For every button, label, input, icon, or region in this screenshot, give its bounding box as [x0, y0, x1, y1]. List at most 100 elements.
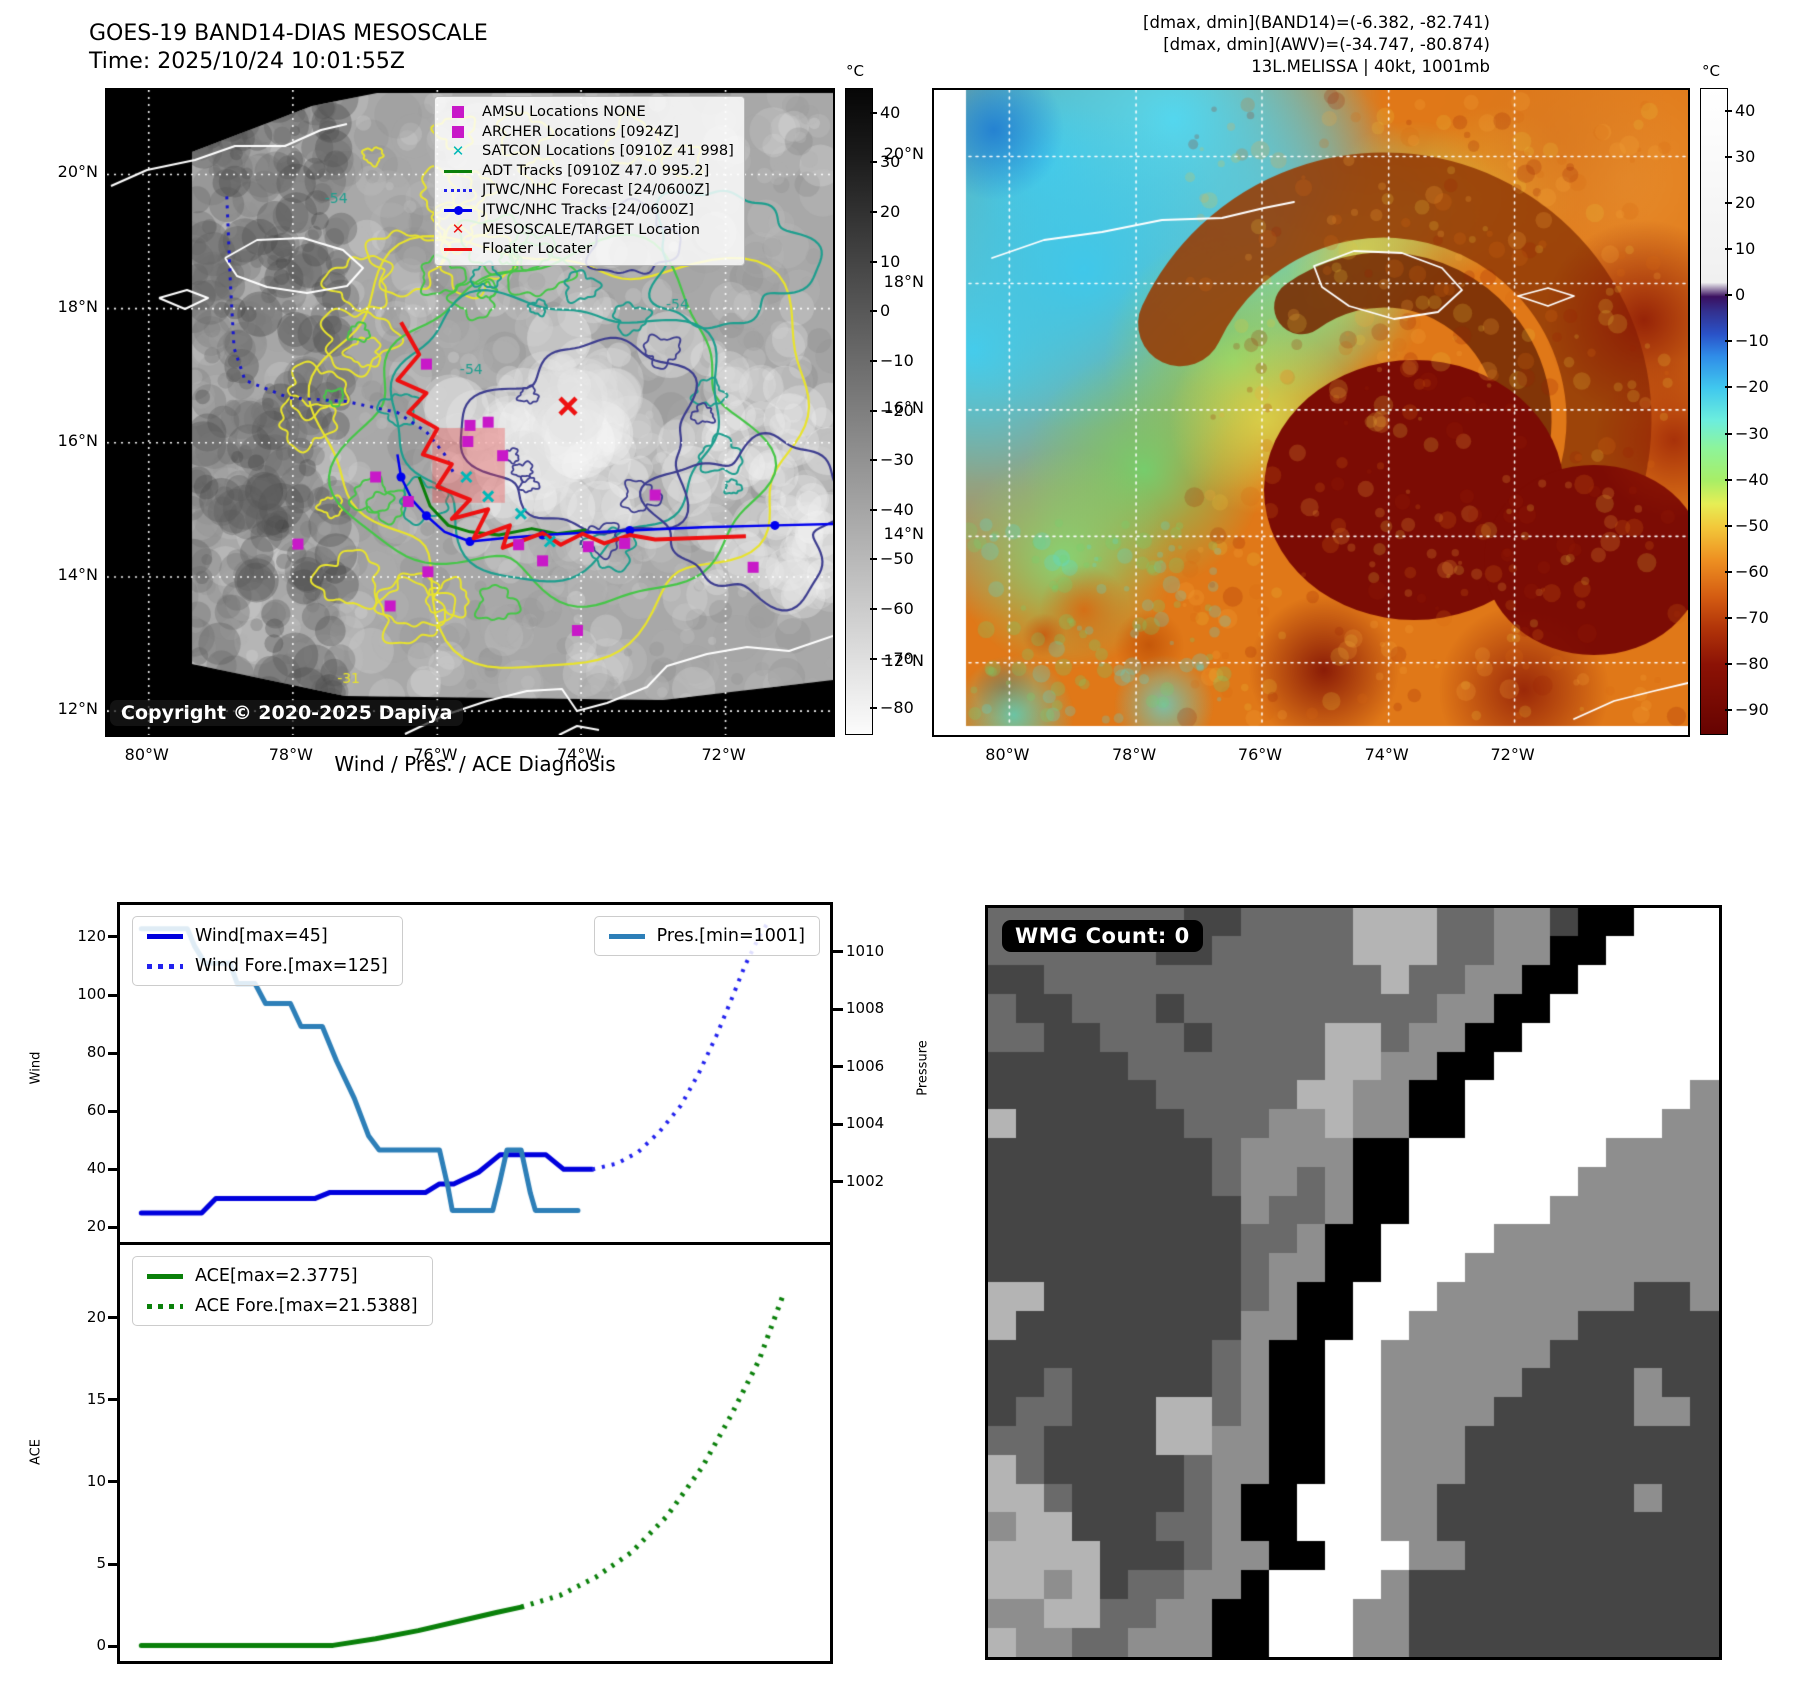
wmg-panel: WMG Count: 0 [985, 905, 1722, 1660]
colorbar-tick-label: −60 [1735, 561, 1769, 581]
legend-label: Wind[max=45] [195, 926, 328, 946]
axis-tickmark [1725, 340, 1732, 343]
colorbar-tick-label: −60 [880, 598, 914, 618]
lon-label: 74°W [1364, 745, 1409, 764]
chart-title: Wind / Pres. / ACE Diagnosis [334, 752, 616, 776]
axis-tickmark [870, 111, 877, 114]
map-legend: AMSU Locations NONE ARCHER Locations [092… [434, 96, 745, 266]
axis-tickmark [1725, 570, 1732, 573]
wind-tick-label: 40 [86, 1159, 106, 1178]
solid-line-swatch-icon [608, 933, 645, 939]
colorbar-tick-label: −30 [880, 450, 914, 470]
x-swatch-icon: ✕ [451, 141, 465, 160]
axis-tickmark [1725, 478, 1732, 481]
legend-item: ADT Tracks [0910Z 47.0 995.2] [443, 161, 734, 180]
line-dot-swatch-icon [443, 205, 473, 215]
axis-tickmark [870, 657, 877, 660]
colorbar-tick-label: −10 [880, 350, 914, 370]
legend-label: Wind Fore.[max=125] [195, 956, 388, 976]
legend-item: ARCHER Locations [0924Z] [443, 122, 734, 141]
axis-tickmark [870, 558, 877, 561]
colorbar-tick-label: −20 [1735, 377, 1769, 397]
dotted-line-swatch-icon [147, 1303, 183, 1309]
pressure-axis-label: Pressure [915, 1040, 931, 1096]
axis-tickmark [1725, 616, 1732, 619]
lon-label: 76°W [413, 745, 458, 764]
legend-item: AMSU Locations NONE [443, 103, 734, 121]
lat-label: 20°N [57, 162, 98, 182]
colorbar-tick-label: −50 [880, 549, 914, 569]
legend-item: JTWC/NHC Forecast [24/0600Z] [443, 182, 734, 199]
axis-tickmark [870, 409, 877, 412]
axis-tickmark [833, 1122, 843, 1126]
ace-axis-label: ACE [28, 1439, 44, 1465]
solid-line-swatch-icon [147, 1273, 183, 1279]
ace-tick-label: 5 [96, 1554, 106, 1573]
colorbar-tick-label: −40 [880, 499, 914, 519]
colorbar-tick-label: 30 [880, 152, 901, 172]
lat-label: 18°N [57, 296, 98, 316]
dotted-line-swatch-icon [147, 963, 183, 969]
storm-status: 13L.MELISSA | 40kt, 1001mb [1251, 57, 1490, 76]
square-swatch-icon [443, 106, 473, 119]
axis-tickmark [870, 707, 877, 710]
axis-tickmark [108, 1051, 118, 1055]
lat-label: 12°N [883, 650, 924, 670]
colorbar-tick-label: −30 [1735, 423, 1769, 443]
colorbar-tick-label: −80 [880, 698, 914, 718]
axis-tickmark [108, 1644, 118, 1648]
left-map-header: GOES-19 BAND14-DIAS MESOSCALE Time: 2025… [89, 20, 488, 76]
axis-tickmark [1725, 524, 1732, 527]
colorbar-tick-label: 20 [1735, 193, 1756, 213]
axis-tickmark [108, 1316, 118, 1320]
awv-colorbar [1700, 88, 1728, 735]
colorbar-tick-label: −90 [1735, 699, 1769, 719]
ir-colorbar-unit: °C [846, 62, 864, 80]
ace-tick-label: 10 [86, 1471, 106, 1490]
solid-line-swatch-icon [147, 933, 183, 939]
pressure-tick-label: 1004 [846, 1114, 885, 1133]
legend-item: Floater Locater [443, 241, 734, 258]
legend-item: Wind[max=45] [147, 926, 388, 946]
axis-tickmark [1725, 294, 1732, 297]
legend-label: ACE Fore.[max=21.5388] [195, 1296, 418, 1316]
legend-item: JTWC/NHC Tracks [24/0600Z] [443, 201, 734, 219]
legend-label: SATCON Locations [0910Z 41 998] [482, 142, 734, 160]
axis-tickmark [1725, 202, 1732, 205]
lat-label: 14°N [57, 564, 98, 584]
dmax-dmin-band14: [dmax, dmin](BAND14)=(-6.382, -82.741) [1143, 13, 1490, 32]
ace-tick-label: 0 [96, 1636, 106, 1655]
chart-divider [120, 1242, 830, 1245]
dmax-dmin-awv: [dmax, dmin](AWV)=(-34.747, -80.874) [1163, 35, 1490, 54]
awv-satellite-canvas [934, 90, 1688, 735]
wind-tick-label: 60 [86, 1101, 106, 1120]
legend-label: JTWC/NHC Forecast [24/0600Z] [482, 181, 710, 199]
colorbar-tick-label: −40 [1735, 469, 1769, 489]
legend-label: Floater Locater [482, 240, 593, 258]
pressure-legend: Pres.[min=1001] [593, 916, 820, 956]
colorbar-tick-label: −70 [1735, 607, 1769, 627]
pressure-tick-label: 1010 [846, 941, 885, 960]
lon-label: 72°W [1490, 745, 1535, 764]
axis-tickmark [870, 508, 877, 511]
axis-tickmark [108, 1398, 118, 1402]
legend-item: Wind Fore.[max=125] [147, 956, 388, 976]
left-map-timestamp: Time: 2025/10/24 10:01:55Z [89, 49, 405, 74]
axis-tickmark [833, 1065, 843, 1069]
colorbar-tick-label: 0 [1735, 285, 1746, 305]
axis-tickmark [1725, 110, 1732, 113]
lon-label: 74°W [556, 745, 602, 764]
wmg-count-badge: WMG Count: 0 [1002, 920, 1203, 952]
lon-label: 78°W [1111, 745, 1157, 764]
line-swatch-icon [443, 247, 473, 251]
lon-label: 78°W [268, 745, 313, 764]
axis-tickmark [108, 993, 118, 997]
colorbar-tick-label: 0 [880, 301, 891, 321]
ir-colorbar [845, 88, 873, 735]
colorbar-tick-label: 10 [880, 251, 901, 271]
legend-label: ARCHER Locations [0924Z] [482, 122, 680, 140]
wind-tick-label: 120 [77, 926, 106, 945]
lat-label: 16°N [883, 397, 924, 417]
legend-label: ADT Tracks [0910Z 47.0 995.2] [482, 161, 710, 179]
